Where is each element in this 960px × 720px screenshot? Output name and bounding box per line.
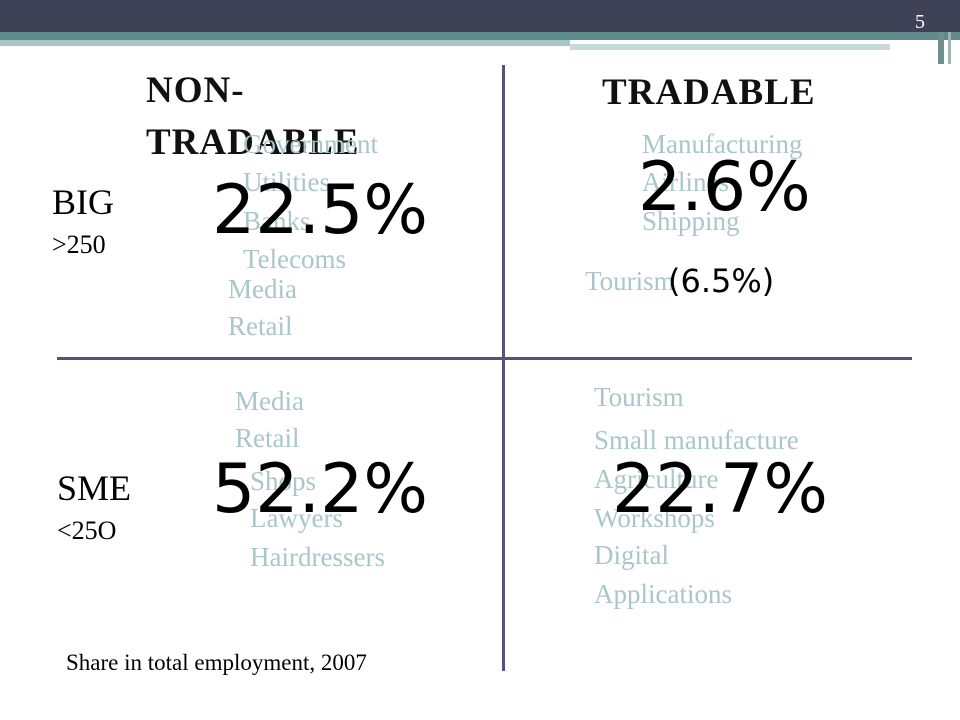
- row-size: <25O: [57, 516, 117, 545]
- example: Retail: [228, 311, 293, 341]
- example: Telecoms: [243, 244, 347, 274]
- example: Shops: [250, 466, 317, 496]
- example: Digital: [594, 540, 669, 570]
- top-stripe: [0, 40, 570, 46]
- column-header: TRADABLE: [602, 72, 816, 113]
- axis-vertical: [502, 65, 505, 671]
- share-note: (6.5%): [668, 262, 775, 300]
- column-header: TRADABLE: [146, 122, 360, 163]
- example: Tourism: [585, 266, 675, 296]
- example: Government: [243, 129, 378, 159]
- axis-horizontal: [57, 357, 912, 360]
- example: Lawyers: [250, 503, 343, 533]
- side-stripe: [938, 32, 944, 64]
- example: Banks: [243, 206, 311, 236]
- side-stripe: [948, 32, 951, 64]
- example: Workshops: [594, 503, 715, 533]
- example: Media: [235, 386, 304, 416]
- column-header: NON-: [146, 70, 245, 111]
- example: Hairdressers: [250, 542, 385, 572]
- example: Tourism: [594, 382, 684, 412]
- share: 52.2%: [212, 450, 429, 529]
- row-size: >250: [52, 230, 106, 259]
- top-band: [0, 0, 960, 32]
- slide-number: 5: [915, 11, 925, 33]
- example: Airlines: [642, 167, 729, 197]
- share: 22.5%: [212, 171, 429, 250]
- example: Manufacturing: [642, 129, 803, 159]
- top-stripe: [570, 44, 890, 50]
- example: Utilities: [243, 167, 330, 197]
- share: 22.7%: [612, 450, 829, 529]
- example: Media: [228, 274, 297, 304]
- share: 2.6%: [638, 148, 811, 227]
- row-label: SME: [57, 468, 132, 508]
- example: Shipping: [642, 206, 740, 236]
- row-label: BIG: [52, 182, 114, 222]
- top-stripe: [0, 32, 960, 40]
- example: Retail: [235, 423, 300, 453]
- example: Applications: [594, 579, 732, 609]
- footer: Share in total employment, 2007: [66, 650, 367, 675]
- example: Agriculture: [594, 464, 719, 494]
- example: Small manufacture: [594, 425, 799, 455]
